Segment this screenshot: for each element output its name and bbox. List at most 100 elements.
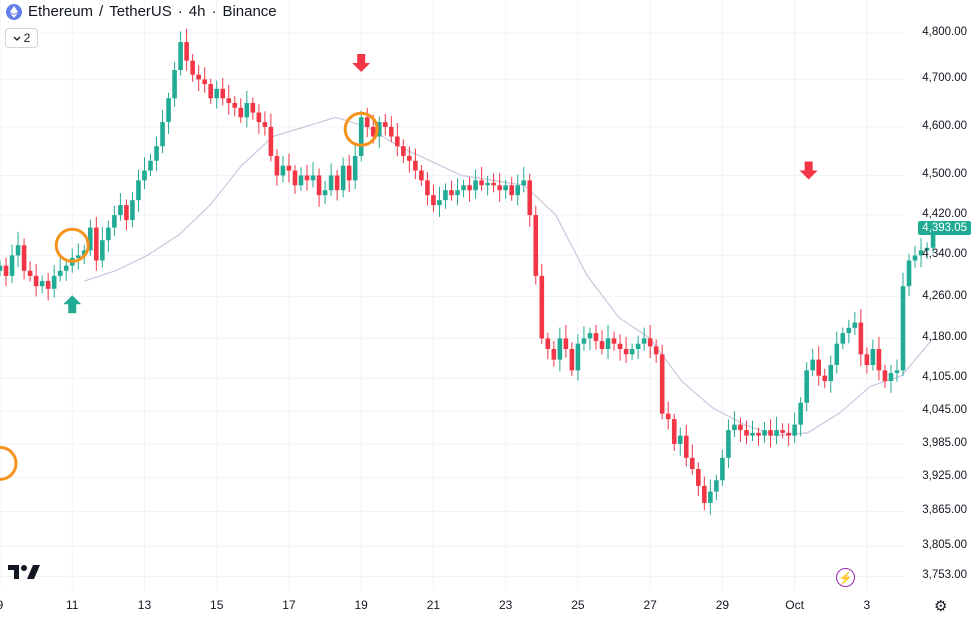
highlight-circle [0,445,18,481]
candle-body [370,126,376,137]
candle-body [912,255,918,261]
candle-body [27,270,33,276]
candle-body [557,338,563,360]
candle-body [575,343,581,371]
chevron-down-icon [13,31,21,45]
candle-body [677,435,683,444]
candle-body [780,430,785,433]
indicator-count: 2 [23,31,31,45]
indicators-toggle[interactable]: 2 [5,28,38,48]
candle-body [443,190,448,201]
candle-body [33,275,39,287]
candle-body [268,126,274,156]
candle-body [900,286,906,371]
candle-body [569,348,575,371]
candle-body [924,247,930,251]
candle-body [551,348,557,360]
x-tick-label: 3 [863,598,871,612]
candle-body [918,250,924,256]
candle-body [413,160,418,171]
candle-body [238,107,244,118]
candle-body [389,126,394,137]
candle-body [828,364,834,382]
candle-body [382,122,388,127]
candle-body [744,430,749,436]
y-tick-label: 3,753.00 [922,569,967,582]
candle-body [756,432,761,436]
candle-body [15,245,21,256]
y-tick-label: 4,045.00 [922,403,967,416]
candle-body [407,155,412,161]
candle-body [455,190,460,196]
candle-body [786,432,791,436]
x-tick-label: 19 [354,598,368,612]
x-tick-label: 11 [66,598,79,612]
candle-body [118,205,123,216]
candle-body [491,182,496,186]
candle-body [509,185,514,196]
y-tick-label: 4,700.00 [922,72,967,85]
candle-body [545,338,551,349]
interval-label[interactable]: 4h [188,3,206,20]
candle-body [364,117,370,127]
candle-body [647,338,653,347]
candle-body [659,354,665,414]
candle-body [57,270,63,276]
candle-body [605,338,611,349]
candle-body [732,424,737,431]
candle-body [178,42,183,71]
candle-body [798,402,803,425]
candle-body [635,343,641,349]
candle-body [539,275,545,339]
y-tick-label: 4,420.00 [922,208,967,221]
tradingview-logo[interactable] [8,563,40,584]
candle-body [88,227,93,251]
candle-body [112,215,117,228]
candle-body [352,155,358,181]
candle-body [142,170,147,181]
x-tick-label: 25 [571,598,585,612]
gear-icon[interactable]: ⚙ [934,598,948,615]
candle-body [882,370,888,382]
candle-body [629,348,635,355]
x-tick-label: 27 [643,598,657,612]
candle-body [21,245,27,271]
x-tick-label: 21 [426,598,441,612]
highlight-circle [54,227,90,263]
candle-body [816,359,822,376]
candle-body [376,122,382,137]
symbol-separator: / [99,3,104,20]
down-arrow-icon [799,161,818,180]
quote-name[interactable]: TetherUS [109,3,172,20]
candle-body [714,480,719,492]
candle-body [286,165,292,171]
x-tick-label: Oct [785,598,804,612]
candle-body [124,205,129,221]
candle-body [81,250,87,256]
candle-body [930,228,936,248]
candle-body [461,185,466,191]
candle-body [671,419,677,444]
candle-body [762,430,767,436]
candle-body [858,322,864,355]
candle-body [328,175,334,191]
candle-body [894,370,900,374]
chart-header: Ethereum / TetherUS · 4h · Binance [6,3,277,20]
candle-body [792,424,797,436]
lightning-icon[interactable]: ⚡ [836,568,855,587]
exchange-label[interactable]: Binance [222,3,277,20]
up-arrow-icon [63,295,82,314]
candle-body [768,430,773,436]
candle-body [425,180,430,196]
candle-body [94,227,99,261]
candle-body [563,338,569,349]
x-tick-label: 13 [137,598,152,612]
candle-body [864,354,870,365]
candle-body [100,240,105,261]
candle-body [0,265,3,271]
candle-body [738,424,743,431]
down-arrow-icon [352,54,371,73]
symbol-name[interactable]: Ethereum [28,3,94,20]
dot-separator: · [177,3,183,20]
